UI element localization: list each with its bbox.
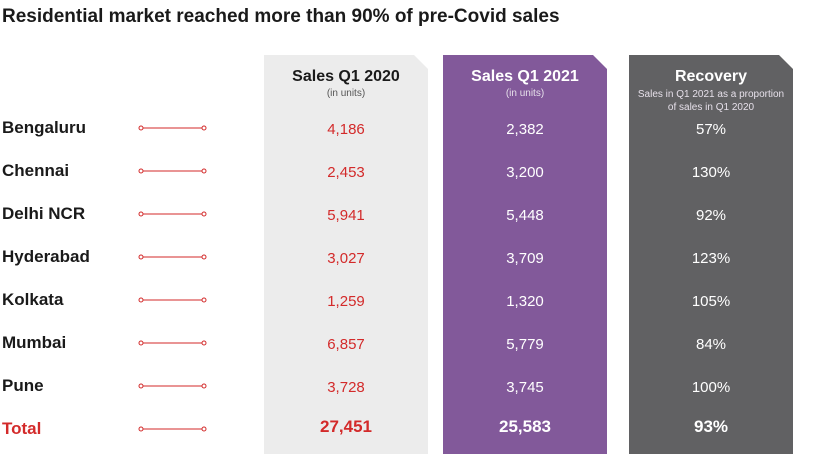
cell-sales-q1-2021: 3,745 [506, 379, 544, 396]
row-label-city: Hyderabad [2, 247, 90, 266]
cell-sales-q1-2020: 5,941 [327, 207, 365, 224]
row-connector-line [138, 297, 207, 303]
row-label-city: Kolkata [2, 290, 64, 309]
row-connector-line [138, 340, 207, 346]
cell-sales-q1-2021: 5,448 [506, 207, 544, 224]
cell-recovery: 123% [691, 250, 731, 267]
row-connector-line [138, 168, 207, 174]
row-connector-line [138, 125, 207, 131]
column-subheader-recovery: Sales in Q1 2021 as a proportion of sale… [637, 89, 785, 113]
cell-sales-q1-2020: 3,027 [327, 250, 365, 267]
cell-recovery: 57% [695, 121, 727, 138]
chart-title: Residential market reached more than 90%… [2, 6, 560, 27]
row-label-city: Bengaluru [2, 118, 87, 137]
cell-sales-q1-2021: 3,709 [506, 250, 544, 267]
cell-sales-q1-2020: 2,453 [327, 164, 365, 181]
cell-recovery: 105% [691, 293, 731, 310]
row-label-city: Chennai [2, 161, 70, 180]
cell-sales-q1-2021: 1,320 [506, 293, 544, 310]
row-label-city: Mumbai [2, 333, 67, 352]
cell-sales-q1-2020: 1,259 [327, 293, 365, 310]
column-subheader-sales-q1-2020: (in units) [326, 88, 366, 99]
cell-recovery: 92% [695, 207, 727, 224]
row-label-city: Delhi NCR [2, 204, 86, 223]
row-connector-line [138, 211, 207, 217]
row-label-city: Total [2, 419, 42, 438]
cell-sales-q1-2020: 6,857 [327, 336, 365, 353]
row-label-city: Pune [2, 376, 44, 395]
row-connector-line [138, 254, 207, 260]
column-sales-q1-2021: Sales Q1 2021 (in units) [443, 55, 607, 454]
column-header-recovery: Recovery [674, 68, 748, 85]
cell-sales-q1-2021: 25,583 [499, 417, 551, 436]
cell-sales-q1-2020: 3,728 [327, 379, 365, 396]
cell-sales-q1-2021: 2,382 [506, 121, 544, 138]
cell-sales-q1-2020: 27,451 [320, 417, 372, 436]
row-connector-line [138, 383, 207, 389]
column-header-sales-q1-2020: Sales Q1 2020 [292, 68, 400, 85]
cell-recovery: 130% [691, 164, 731, 181]
cell-sales-q1-2021: 5,779 [506, 336, 544, 353]
cell-sales-q1-2020: 4,186 [327, 121, 365, 138]
cell-recovery: 84% [695, 336, 727, 353]
cell-recovery: 93% [693, 417, 729, 436]
cell-sales-q1-2021: 3,200 [506, 164, 544, 181]
column-sales-q1-2020: Sales Q1 2020 (in units) [264, 55, 428, 454]
column-subheader-sales-q1-2021: (in units) [505, 88, 545, 99]
column-header-sales-q1-2021: Sales Q1 2021 [471, 68, 579, 85]
cell-recovery: 100% [691, 379, 731, 396]
column-recovery: Recovery Sales in Q1 2021 as a proportio… [629, 55, 793, 454]
row-connector-line [138, 426, 207, 432]
